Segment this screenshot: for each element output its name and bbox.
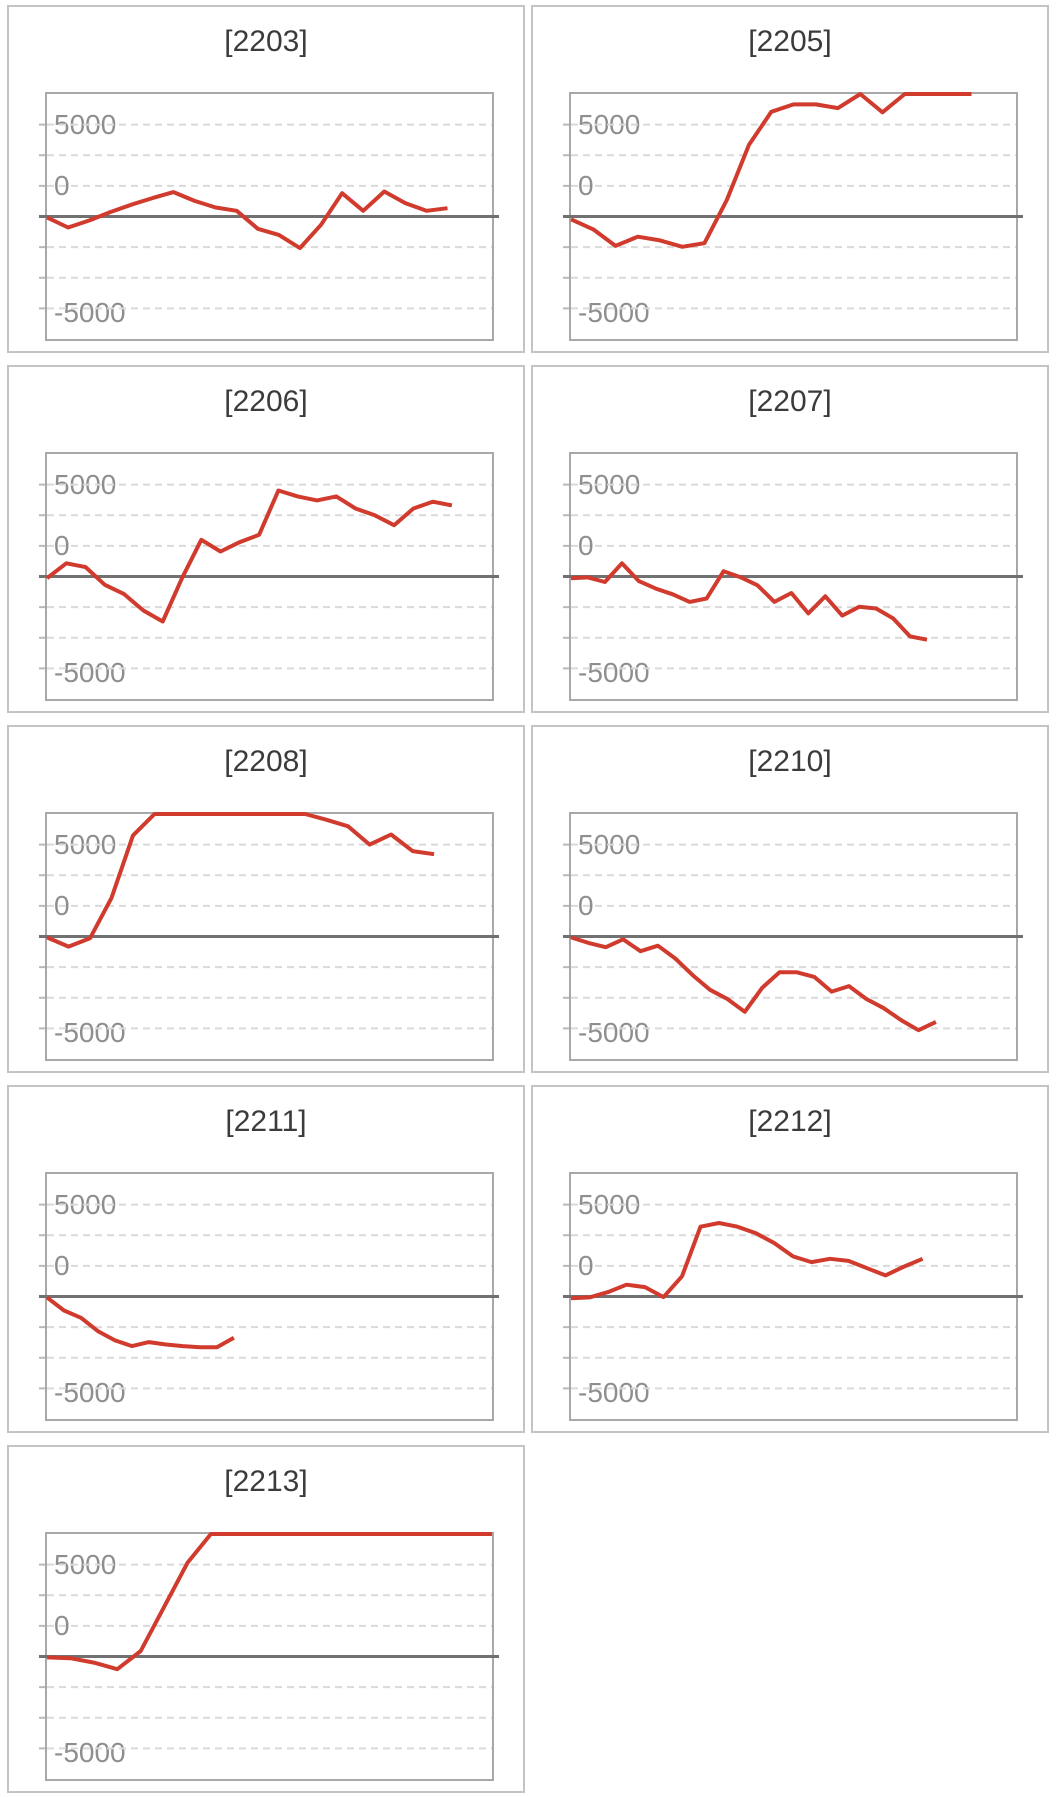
- plot-area: 5000 0 -5000: [563, 452, 1023, 701]
- chart-card: [2207] 5000 0 -5000: [531, 365, 1049, 713]
- series-line: [570, 935, 937, 1033]
- y-axis-label-m5000: -5000: [54, 657, 126, 688]
- chart-card: [2213] 5000 0 -5000: [7, 1445, 525, 1793]
- chart-title: [2207]: [748, 385, 832, 418]
- y-axis-label-m5000: -5000: [54, 1017, 126, 1048]
- line-chart-svg: [39, 1203, 499, 1390]
- series-line: [570, 561, 928, 642]
- series-line: [46, 812, 435, 949]
- chart-card: [2206] 5000 0 -5000: [7, 365, 525, 713]
- chart-card: [2208] 5000 0 -5000: [7, 725, 525, 1073]
- chart-title: [2213]: [224, 1465, 308, 1498]
- series-line: [46, 1532, 492, 1672]
- chart-card: [2205] 5000 0 -5000: [531, 5, 1049, 353]
- y-axis-label-m5000: -5000: [54, 1377, 126, 1408]
- chart-title: [2210]: [748, 745, 832, 778]
- series-line: [570, 92, 972, 249]
- plot-area: 5000 0 -5000: [563, 92, 1023, 341]
- y-axis-label-m5000: -5000: [54, 1737, 126, 1768]
- series-line: [45, 1295, 235, 1350]
- chart-title: [2208]: [224, 745, 308, 778]
- line-chart-svg: [39, 1532, 499, 1750]
- plot-area: 5000 0 -5000: [39, 452, 499, 701]
- series-line: [45, 488, 453, 624]
- line-chart-svg: [563, 92, 1023, 310]
- chart-title: [2203]: [224, 25, 308, 58]
- line-chart-svg: [39, 123, 499, 310]
- line-chart-svg: [39, 483, 499, 670]
- chart-title: [2211]: [225, 1105, 307, 1138]
- series-line: [46, 189, 448, 251]
- plot-area: 5000 0 -5000: [39, 1532, 499, 1781]
- line-chart-svg: [563, 843, 1023, 1033]
- chart-card: [2212] 5000 0 -5000: [531, 1085, 1049, 1433]
- y-axis-label-m5000: -5000: [578, 1017, 650, 1048]
- chart-card: [2211] 5000 0 -5000: [7, 1085, 525, 1433]
- y-axis-label-m5000: -5000: [578, 1377, 650, 1408]
- chart-title: [2212]: [748, 1105, 832, 1138]
- plot-area: 5000 0 -5000: [39, 812, 499, 1061]
- plot-area: 5000 0 -5000: [39, 92, 499, 341]
- plot-area: 5000 0 -5000: [39, 1172, 499, 1421]
- plot-area: 5000 0 -5000: [563, 812, 1023, 1061]
- chart-card: [2210] 5000 0 -5000: [531, 725, 1049, 1073]
- y-axis-label-m5000: -5000: [54, 297, 126, 328]
- y-axis-label-m5000: -5000: [578, 297, 650, 328]
- line-chart-svg: [39, 812, 499, 1030]
- chart-card: [2203] 5000 0 -5000: [7, 5, 525, 353]
- line-chart-svg: [563, 1203, 1023, 1390]
- y-axis-label-m5000: -5000: [578, 657, 650, 688]
- series-line: [570, 1221, 924, 1301]
- line-chart-svg: [563, 483, 1023, 670]
- chart-title: [2206]: [224, 385, 308, 418]
- chart-title: [2205]: [748, 25, 832, 58]
- plot-area: 5000 0 -5000: [563, 1172, 1023, 1421]
